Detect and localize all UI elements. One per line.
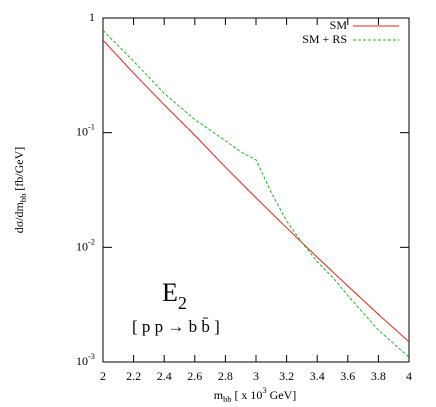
label-part: bb [223, 395, 231, 404]
y-tick-base: 10 [76, 354, 88, 368]
x-tick-label: 4 [406, 369, 412, 383]
label-part: 2 [178, 293, 187, 313]
y-tick-base: 10 [76, 239, 88, 253]
y-tick-exponent: -1 [88, 123, 95, 132]
x-tick-label: 3.8 [371, 369, 386, 383]
y-tick-base: 10 [76, 124, 88, 138]
x-axis-label: mbb [ x 103 GeV] [214, 386, 297, 404]
x-tick-label: 2.6 [187, 369, 202, 383]
label-part: [ p p → b b̄ ] [132, 317, 220, 336]
x-tick-label: 2.4 [157, 369, 172, 383]
legend-label: SM [330, 18, 348, 32]
x-tick-label: 2.8 [218, 369, 233, 383]
label-part: dσ/dm [12, 201, 26, 233]
y-tick-label: 10-2 [76, 238, 95, 253]
label-part: GeV] [267, 388, 297, 402]
series-line [102, 39, 410, 343]
y-axis-label: dσ/dmbb [fb/GeV] [12, 147, 29, 234]
y-tick-exponent: -3 [88, 352, 95, 361]
y-tick-exponent: -2 [88, 238, 95, 247]
label-part: 3 [262, 386, 266, 395]
annotation: [ p p → b b̄ ] [132, 317, 220, 336]
x-tick-label: 3 [253, 369, 259, 383]
y-tick-label: 1 [89, 10, 95, 24]
x-tick-label: 2 [100, 369, 106, 383]
legend-label: SM + RS [302, 32, 347, 46]
x-tick-label: 2.2 [126, 369, 141, 383]
x-tick-label: 3.2 [279, 369, 294, 383]
label-part: E [162, 278, 178, 307]
x-tick-label: 3.6 [340, 369, 355, 383]
label-part: m [214, 388, 224, 402]
y-tick-label: 10-1 [76, 123, 95, 138]
plot-frame [102, 17, 410, 363]
x-tick-label: 3.4 [310, 369, 325, 383]
annotation: E2 [162, 278, 187, 313]
label-part: [fb/GeV] [12, 147, 26, 194]
label-part: [ x 10 [231, 388, 262, 402]
y-tick-label: 10-3 [76, 352, 95, 367]
series-line [102, 30, 410, 358]
label-part: bb [19, 194, 28, 202]
